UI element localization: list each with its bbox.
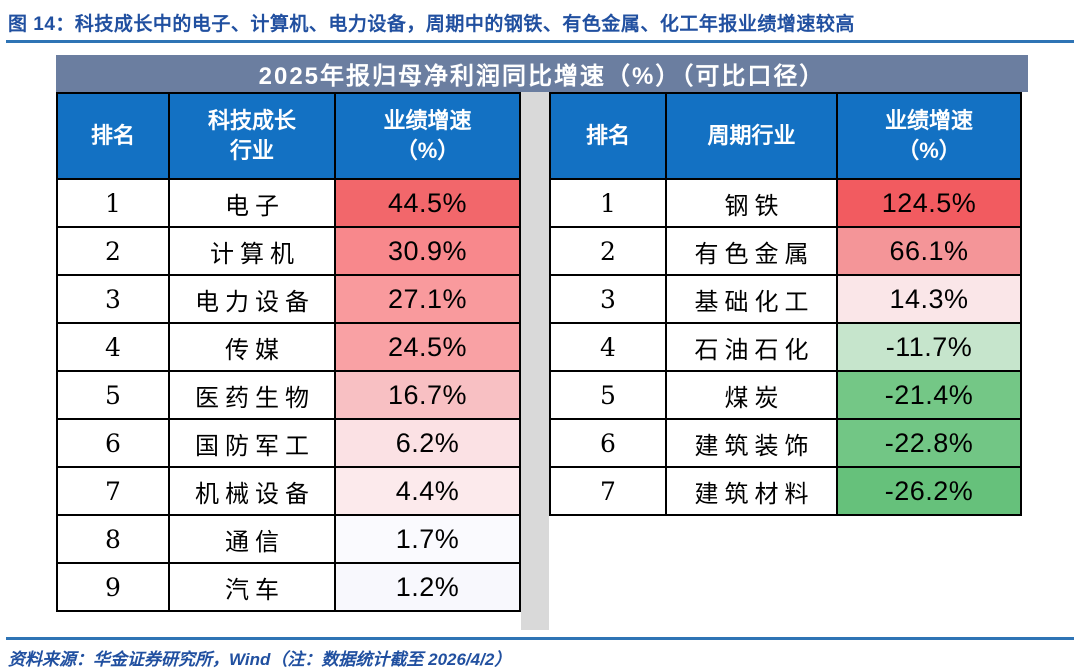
industry-cell: 基础化工 xyxy=(665,274,838,324)
table-row: 1 钢铁 124.5% xyxy=(549,178,1022,228)
table-header-row: 排名 科技成长 行业 业绩增速 （%） xyxy=(56,92,521,180)
source-note: 资料来源：华金证券研究所，Wind（注：数据统计截至 2026/4/2） xyxy=(8,650,512,669)
rank-cell: 1 xyxy=(549,178,667,228)
value-cell: -21.4% xyxy=(836,370,1022,420)
rank-cell: 1 xyxy=(56,178,170,228)
industry-cell: 通信 xyxy=(168,514,336,564)
table-row: 5 医药生物 16.7% xyxy=(56,370,521,420)
col-header-industry: 周期行业 xyxy=(665,92,838,180)
table-row: 7 建筑材料 -26.2% xyxy=(549,466,1022,516)
value-cell: -26.2% xyxy=(836,466,1022,516)
value-cell: 6.2% xyxy=(334,418,521,468)
table-row: 4 传媒 24.5% xyxy=(56,322,521,372)
rank-cell: 6 xyxy=(549,418,667,468)
table-row: 7 机械设备 4.4% xyxy=(56,466,521,516)
value-cell: 4.4% xyxy=(334,466,521,516)
rank-cell: 7 xyxy=(549,466,667,516)
table-row: 3 电力设备 27.1% xyxy=(56,274,521,324)
value-cell: -11.7% xyxy=(836,322,1022,372)
industry-cell: 汽车 xyxy=(168,562,336,612)
rank-cell: 2 xyxy=(56,226,170,276)
rank-cell: 5 xyxy=(549,370,667,420)
industry-cell: 钢铁 xyxy=(665,178,838,228)
industry-cell: 建筑材料 xyxy=(665,466,838,516)
industry-cell: 煤炭 xyxy=(665,370,838,420)
industry-cell: 建筑装饰 xyxy=(665,418,838,468)
value-cell: 27.1% xyxy=(334,274,521,324)
table-block: 2025年报归母净利润同比增速（%）（可比口径） 排名 科技成长 行业 业绩增速… xyxy=(56,55,1028,630)
rank-cell: 5 xyxy=(56,370,170,420)
rank-cell: 3 xyxy=(56,274,170,324)
tech-growth-table: 排名 科技成长 行业 业绩增速 （%） 1 电子 44.5% 2 计算机 30.… xyxy=(56,92,521,612)
value-cell: 66.1% xyxy=(836,226,1022,276)
tables-row: 排名 科技成长 行业 业绩增速 （%） 1 电子 44.5% 2 计算机 30.… xyxy=(56,92,1028,630)
table-gap-divider xyxy=(521,92,549,630)
rank-cell: 6 xyxy=(56,418,170,468)
table-row: 6 国防军工 6.2% xyxy=(56,418,521,468)
cyclical-table: 排名 周期行业 业绩增速 （%） 1 钢铁 124.5% 2 有色金属 66.1… xyxy=(549,92,1022,516)
table-row: 8 通信 1.7% xyxy=(56,514,521,564)
title-divider xyxy=(6,40,1074,43)
industry-cell: 国防军工 xyxy=(168,418,336,468)
industry-cell: 石油石化 xyxy=(665,322,838,372)
rank-cell: 4 xyxy=(56,322,170,372)
industry-cell: 电子 xyxy=(168,178,336,228)
rank-cell: 2 xyxy=(549,226,667,276)
table-row: 9 汽车 1.2% xyxy=(56,562,521,612)
rank-cell: 7 xyxy=(56,466,170,516)
col-header-growth: 业绩增速 （%） xyxy=(334,92,521,180)
value-cell: 14.3% xyxy=(836,274,1022,324)
table-row: 6 建筑装饰 -22.8% xyxy=(549,418,1022,468)
industry-cell: 传媒 xyxy=(168,322,336,372)
rank-cell: 4 xyxy=(549,322,667,372)
col-header-rank: 排名 xyxy=(56,92,170,180)
rank-cell: 9 xyxy=(56,562,170,612)
col-header-industry: 科技成长 行业 xyxy=(168,92,336,180)
col-header-rank: 排名 xyxy=(549,92,667,180)
value-cell: -22.8% xyxy=(836,418,1022,468)
value-cell: 1.2% xyxy=(334,562,521,612)
table-row: 5 煤炭 -21.4% xyxy=(549,370,1022,420)
value-cell: 16.7% xyxy=(334,370,521,420)
figure-title: 图 14：科技成长中的电子、计算机、电力设备，周期中的钢铁、有色金属、化工年报业… xyxy=(8,14,855,35)
industry-cell: 医药生物 xyxy=(168,370,336,420)
value-cell: 24.5% xyxy=(334,322,521,372)
industry-cell: 机械设备 xyxy=(168,466,336,516)
table-header-row: 排名 周期行业 业绩增速 （%） xyxy=(549,92,1022,180)
value-cell: 124.5% xyxy=(836,178,1022,228)
table-row: 2 有色金属 66.1% xyxy=(549,226,1022,276)
rank-cell: 3 xyxy=(549,274,667,324)
industry-cell: 有色金属 xyxy=(665,226,838,276)
table-row: 4 石油石化 -11.7% xyxy=(549,322,1022,372)
table-row: 1 电子 44.5% xyxy=(56,178,521,228)
rank-cell: 8 xyxy=(56,514,170,564)
footer-divider xyxy=(6,637,1074,640)
value-cell: 1.7% xyxy=(334,514,521,564)
table-row: 2 计算机 30.9% xyxy=(56,226,521,276)
industry-cell: 电力设备 xyxy=(168,274,336,324)
table-header-band: 2025年报归母净利润同比增速（%）（可比口径） xyxy=(56,55,1028,92)
value-cell: 30.9% xyxy=(334,226,521,276)
value-cell: 44.5% xyxy=(334,178,521,228)
table-row: 3 基础化工 14.3% xyxy=(549,274,1022,324)
col-header-growth: 业绩增速 （%） xyxy=(836,92,1022,180)
industry-cell: 计算机 xyxy=(168,226,336,276)
